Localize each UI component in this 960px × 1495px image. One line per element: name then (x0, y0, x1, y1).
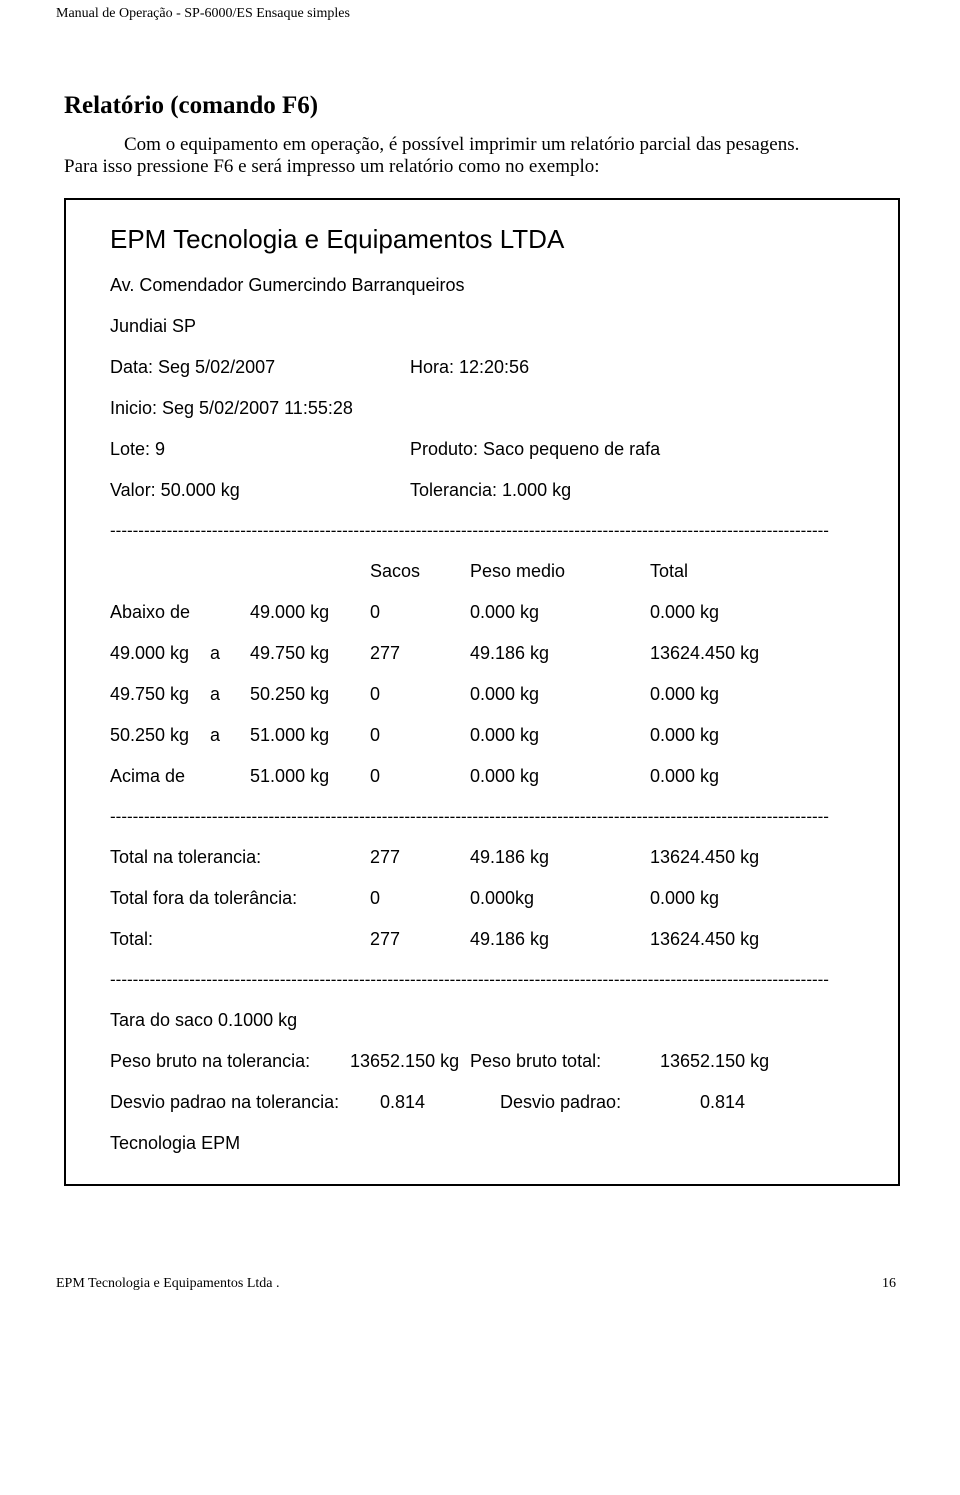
section-title: Relatório (comando F6) (64, 92, 900, 120)
lote-label: Lote: 9 (110, 439, 410, 460)
total-peso: 0.000kg (470, 888, 650, 909)
cell-sacos: 0 (370, 684, 470, 705)
pbruto-tol-label: Peso bruto na tolerancia: (110, 1051, 350, 1072)
desvio-row: Desvio padrao na tolerancia: 0.814 Desvi… (110, 1092, 858, 1113)
total-label: Total na tolerancia: (110, 847, 370, 868)
range-lo: 50.250 kg (110, 725, 205, 746)
col-header-total: Total (650, 561, 858, 582)
total-sacos: 277 (370, 929, 470, 950)
total-row: Total na tolerancia: 277 49.186 kg 13624… (110, 847, 858, 868)
cell-peso: 0.000 kg (470, 602, 650, 623)
range-a: a (210, 684, 245, 705)
separator: ----------------------------------------… (110, 521, 858, 541)
footer-page-number: 16 (882, 1276, 896, 1292)
desv-tol-val: 0.814 (380, 1092, 500, 1113)
cell-total: 0.000 kg (650, 602, 858, 623)
page-footer: EPM Tecnologia e Equipamentos Ltda . 16 (56, 1276, 896, 1292)
time-label: Hora: 12:20:56 (410, 357, 858, 378)
cell-sacos: 0 (370, 725, 470, 746)
cell-peso: 49.186 kg (470, 643, 650, 664)
range-lo: Abaixo de (110, 602, 205, 623)
intro-line-2: Para isso pressione F6 e será impresso u… (64, 156, 900, 178)
valor-label: Valor: 50.000 kg (110, 480, 410, 501)
footer-left: EPM Tecnologia e Equipamentos Ltda . (56, 1276, 280, 1292)
cell-sacos: 277 (370, 643, 470, 664)
table-row: Abaixo de 49.000 kg 0 0.000 kg 0.000 kg (110, 602, 858, 623)
separator: ----------------------------------------… (110, 807, 858, 827)
body: Relatório (comando F6) Com o equipamento… (64, 92, 900, 1186)
pbruto-tol-val: 13652.150 kg (350, 1051, 470, 1072)
intro-text: Com o equipamento em operação, é possíve… (64, 134, 900, 178)
pbruto-total-label: Peso bruto total: (470, 1051, 660, 1072)
total-peso: 49.186 kg (470, 929, 650, 950)
tolerancia-label: Tolerancia: 1.000 kg (410, 480, 858, 501)
page-header: Manual de Operação - SP-6000/ES Ensaque … (56, 6, 960, 22)
company-city: Jundiai SP (110, 316, 858, 337)
total-total: 13624.450 kg (650, 847, 858, 868)
range-hi: 49.000 kg (250, 602, 360, 623)
cell-sacos: 0 (370, 766, 470, 787)
desv-label: Desvio padrao: (500, 1092, 700, 1113)
document-page: Manual de Operação - SP-6000/ES Ensaque … (0, 6, 960, 1312)
table-row: 49.000 kg a 49.750 kg 277 49.186 kg 1362… (110, 643, 858, 664)
company-address: Av. Comendador Gumercindo Barranqueiros (110, 275, 858, 296)
desv-val: 0.814 (700, 1092, 858, 1113)
separator: ----------------------------------------… (110, 970, 858, 990)
total-sacos: 277 (370, 847, 470, 868)
desv-tol-label: Desvio padrao na tolerancia: (110, 1092, 380, 1113)
col-header-peso: Peso medio (470, 561, 650, 582)
range-lo: Acima de (110, 766, 205, 787)
lote-row: Lote: 9 Produto: Saco pequeno de rafa (110, 439, 858, 460)
range-hi: 49.750 kg (250, 643, 360, 664)
cell-peso: 0.000 kg (470, 725, 650, 746)
range-a: a (210, 725, 245, 746)
range-a: a (210, 643, 245, 664)
col-header-sacos: Sacos (370, 561, 470, 582)
total-sacos: 0 (370, 888, 470, 909)
cell-total: 0.000 kg (650, 684, 858, 705)
total-label: Total fora da tolerância: (110, 888, 370, 909)
total-label: Total: (110, 929, 370, 950)
footer-brand: Tecnologia EPM (110, 1133, 858, 1154)
cell-total: 13624.450 kg (650, 643, 858, 664)
cell-sacos: 0 (370, 602, 470, 623)
total-row: Total: 277 49.186 kg 13624.450 kg (110, 929, 858, 950)
report-box: EPM Tecnologia e Equipamentos LTDA Av. C… (64, 198, 900, 1186)
table-row: 49.750 kg a 50.250 kg 0 0.000 kg 0.000 k… (110, 684, 858, 705)
cell-peso: 0.000 kg (470, 766, 650, 787)
range-hi: 50.250 kg (250, 684, 360, 705)
peso-bruto-row: Peso bruto na tolerancia: 13652.150 kg P… (110, 1051, 858, 1072)
datetime-row: Data: Seg 5/02/2007 Hora: 12:20:56 (110, 357, 858, 378)
data-table: Sacos Peso medio Total Abaixo de 49.000 … (110, 561, 858, 787)
range-hi: 51.000 kg (250, 766, 360, 787)
total-total: 0.000 kg (650, 888, 858, 909)
table-row: Acima de 51.000 kg 0 0.000 kg 0.000 kg (110, 766, 858, 787)
valor-row: Valor: 50.000 kg Tolerancia: 1.000 kg (110, 480, 858, 501)
date-label: Data: Seg 5/02/2007 (110, 357, 410, 378)
range-lo: 49.750 kg (110, 684, 205, 705)
tara-line: Tara do saco 0.1000 kg (110, 1010, 858, 1031)
intro-line-1: Com o equipamento em operação, é possíve… (124, 134, 900, 156)
table-row: 50.250 kg a 51.000 kg 0 0.000 kg 0.000 k… (110, 725, 858, 746)
total-peso: 49.186 kg (470, 847, 650, 868)
total-row: Total fora da tolerância: 0 0.000kg 0.00… (110, 888, 858, 909)
range-hi: 51.000 kg (250, 725, 360, 746)
total-total: 13624.450 kg (650, 929, 858, 950)
cell-total: 0.000 kg (650, 766, 858, 787)
cell-total: 0.000 kg (650, 725, 858, 746)
start-time: Inicio: Seg 5/02/2007 11:55:28 (110, 398, 858, 419)
produto-label: Produto: Saco pequeno de rafa (410, 439, 858, 460)
table-header: Sacos Peso medio Total (110, 561, 858, 582)
totals-table: Total na tolerancia: 277 49.186 kg 13624… (110, 847, 858, 950)
range-lo: 49.000 kg (110, 643, 205, 664)
cell-peso: 0.000 kg (470, 684, 650, 705)
company-name: EPM Tecnologia e Equipamentos LTDA (110, 224, 858, 255)
pbruto-total-val: 13652.150 kg (660, 1051, 858, 1072)
